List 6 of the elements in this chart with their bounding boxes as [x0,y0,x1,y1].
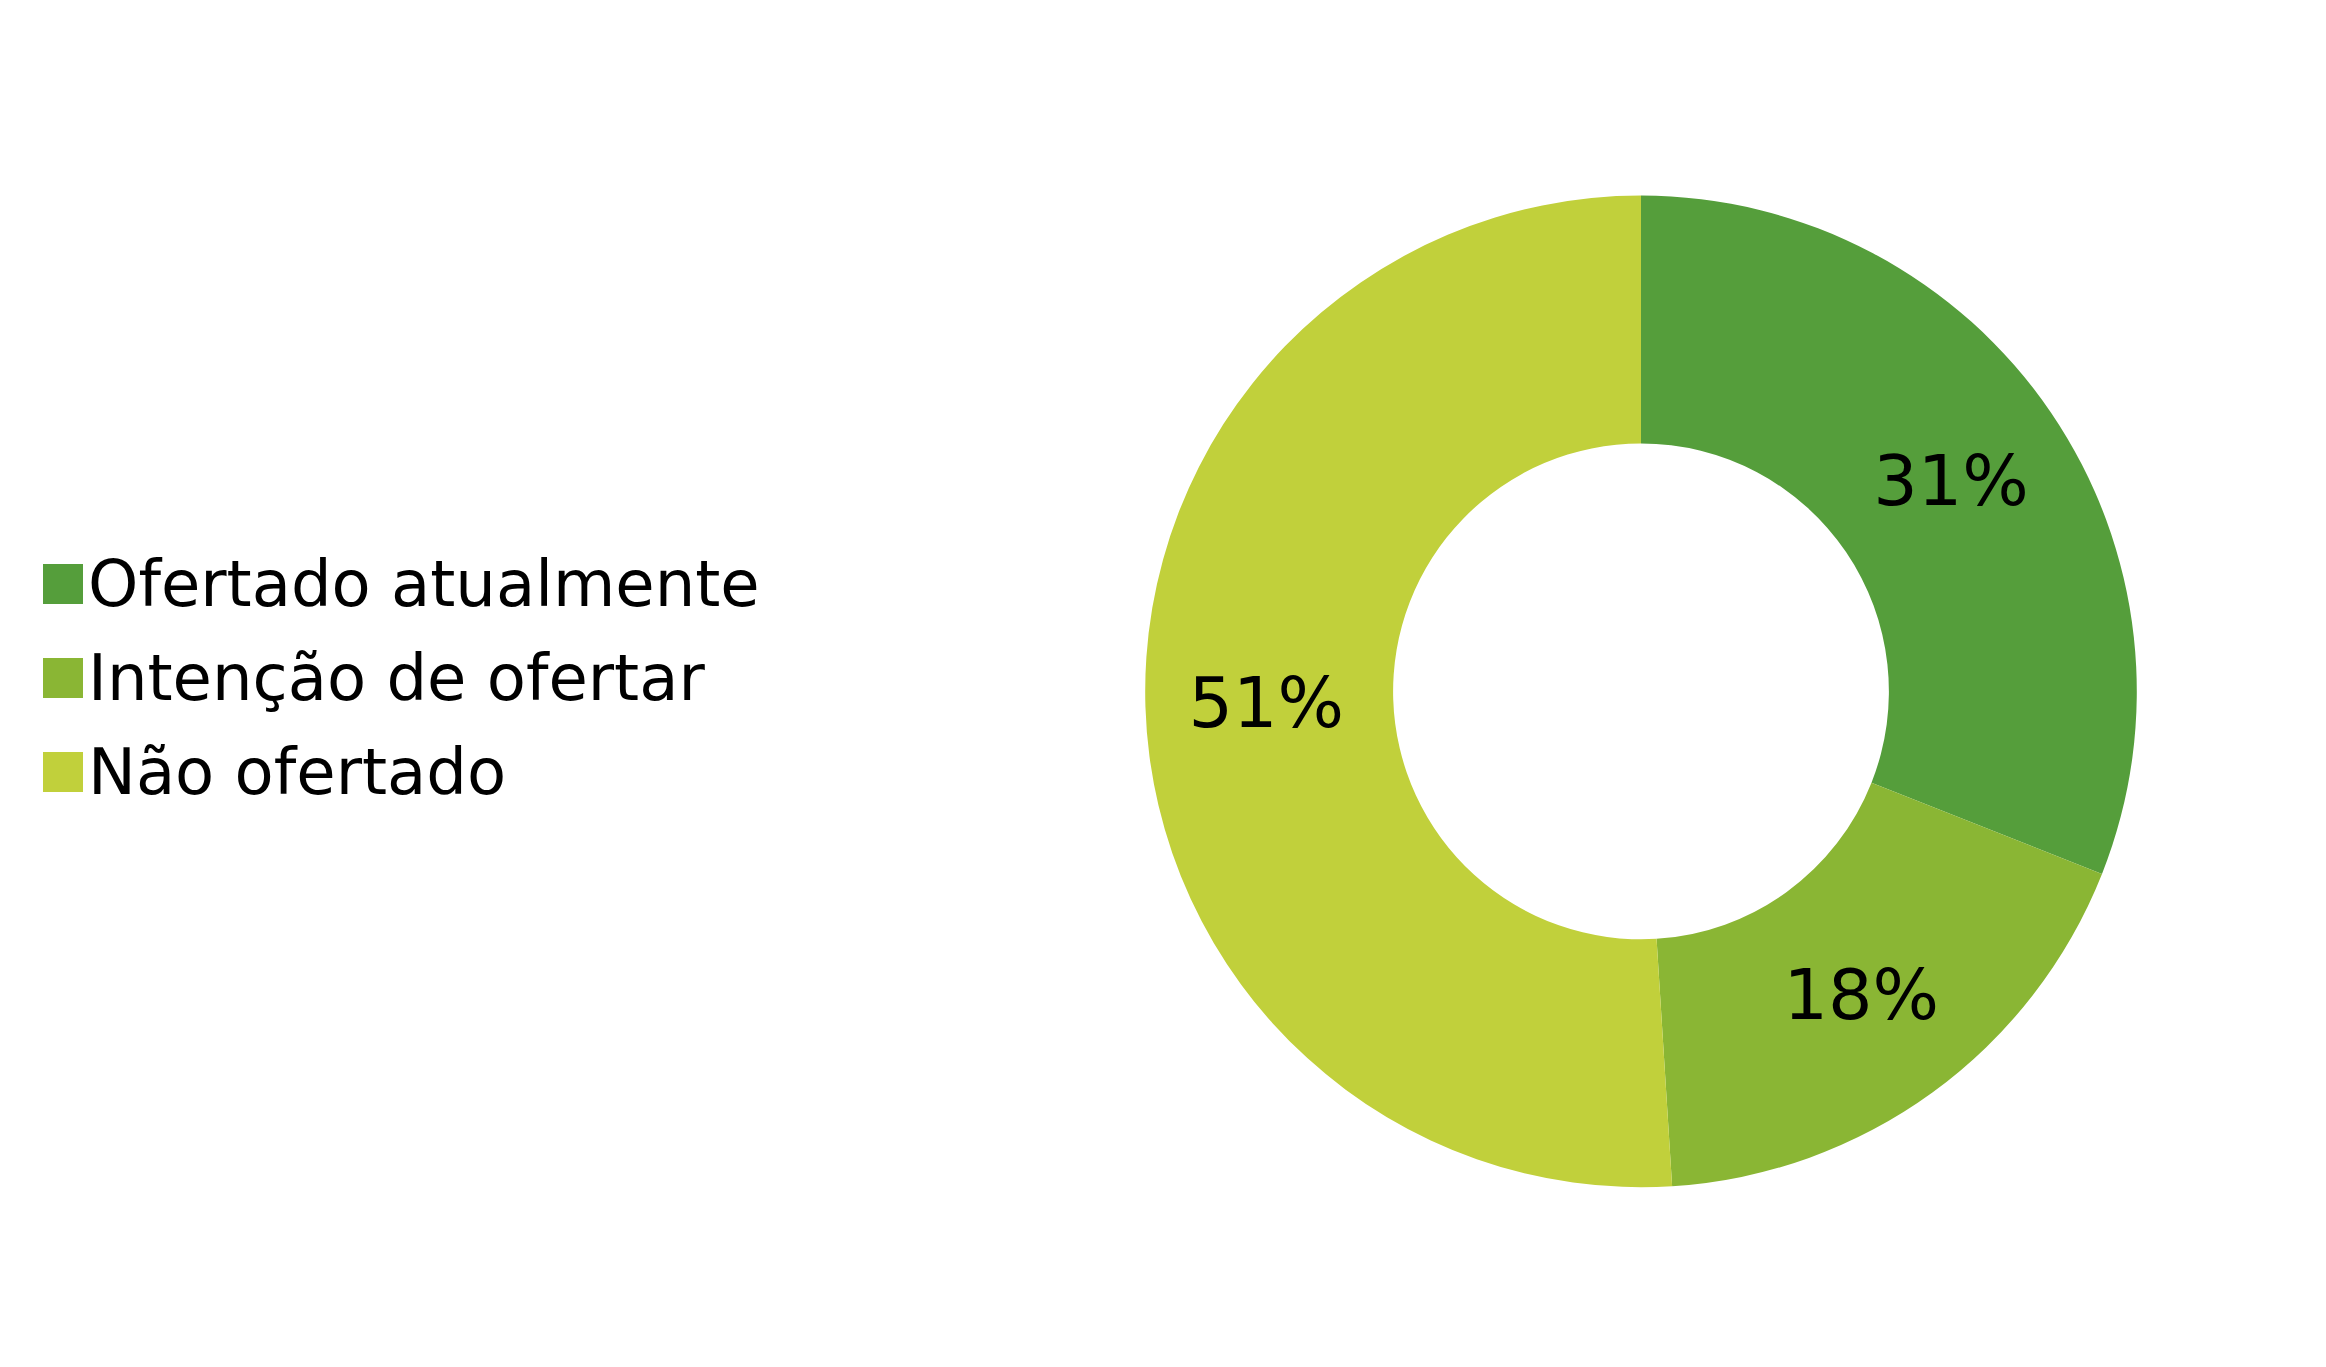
data-label: 18% [1783,953,1940,1036]
data-label: 51% [1188,662,1345,745]
legend-label: Não ofertado [88,735,507,809]
data-label: 31% [1873,439,2029,522]
legend-label: Intenção de ofertar [88,641,706,715]
legend-label: Ofertado atualmente [88,547,760,621]
